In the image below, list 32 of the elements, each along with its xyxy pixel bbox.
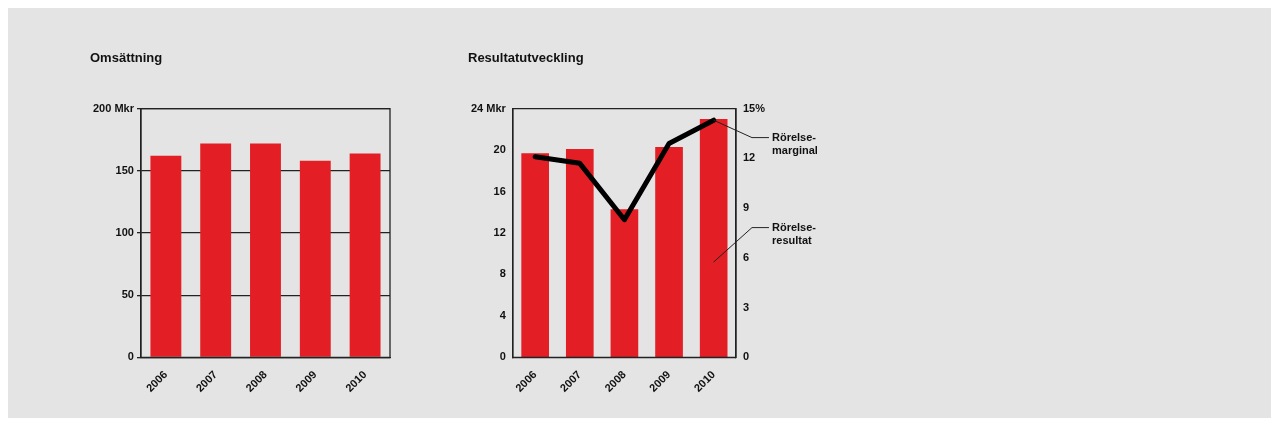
bar [521, 153, 549, 358]
y-tick-label: 150 [115, 163, 134, 176]
y-tick-label: 16 [493, 184, 506, 197]
chart-title: Resultatutveckling [468, 50, 584, 66]
bar [655, 146, 683, 358]
y-tick-label: 20 [493, 143, 506, 156]
y2-tick-label: 3 [742, 300, 750, 313]
bar [699, 118, 728, 358]
y-tick-label: 4 [499, 308, 507, 321]
y2-tick-label: 12 [742, 151, 756, 164]
y-tick-label: 0 [127, 350, 134, 363]
bar [200, 143, 232, 357]
text: Rörelse-resultat [771, 220, 817, 246]
y-tick-label: 200 Mkr [92, 101, 135, 114]
bar [610, 209, 639, 358]
bar [250, 143, 281, 357]
y2-tick-label: 6 [742, 250, 750, 263]
bar [349, 153, 381, 357]
y-tick-label: 0 [499, 350, 506, 363]
y-tick-label: 24 Mkr [470, 101, 507, 114]
bar [299, 160, 331, 357]
y2-tick-label: 9 [742, 201, 750, 214]
chart-title: Omsättning [90, 50, 163, 66]
y2-tick-label: 15% [742, 101, 766, 114]
y-tick-label: 100 [115, 226, 134, 239]
text: Rörelse-marginal [771, 130, 818, 156]
bar [150, 155, 182, 357]
y-tick-label: 50 [121, 288, 134, 301]
y-tick-label: 12 [493, 226, 506, 239]
bar [565, 149, 594, 358]
y2-tick-label: 0 [742, 350, 750, 363]
y-tick-label: 8 [499, 267, 506, 280]
